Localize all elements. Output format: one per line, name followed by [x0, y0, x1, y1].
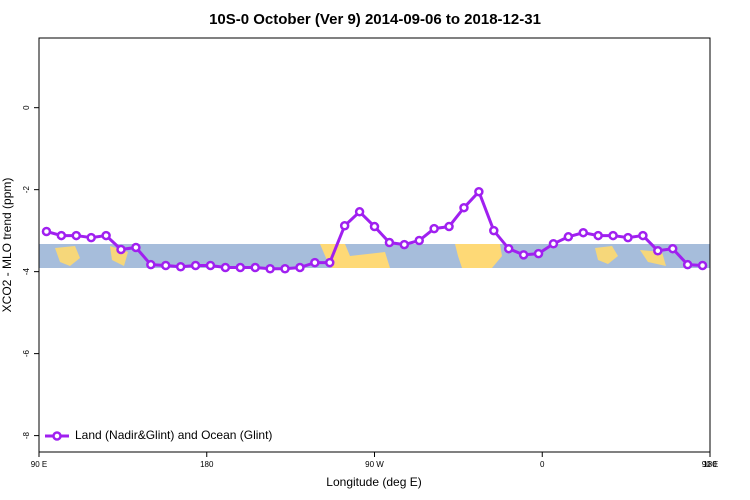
point [339, 220, 350, 231]
point [489, 225, 499, 236]
point [414, 235, 424, 246]
point [518, 250, 529, 260]
point [697, 260, 708, 271]
point [667, 243, 678, 254]
point [295, 262, 305, 273]
legend-label: Land (Nadir&Glint) and Ocean (Glint) [75, 428, 272, 442]
point [280, 264, 290, 274]
point [235, 262, 246, 273]
point [578, 227, 589, 238]
x-tick-label: 180 [703, 460, 717, 469]
point [146, 259, 156, 270]
point [682, 259, 693, 270]
point [41, 226, 52, 237]
point [220, 262, 231, 273]
point [444, 221, 454, 232]
point [86, 232, 96, 243]
point [71, 230, 82, 241]
point [160, 260, 171, 271]
point [101, 230, 111, 241]
point [399, 239, 410, 250]
point [623, 232, 633, 243]
point [429, 223, 439, 234]
point [533, 248, 544, 259]
point [608, 230, 618, 241]
point [131, 242, 141, 253]
x-tick-label: 0 [540, 460, 545, 469]
point [205, 260, 216, 271]
point [459, 202, 469, 213]
point [175, 261, 186, 272]
point [354, 207, 365, 217]
point [310, 257, 320, 268]
point [116, 244, 126, 255]
point [250, 262, 260, 273]
y-tick-label: -4 [22, 268, 31, 276]
y-tick-label: -8 [22, 432, 31, 440]
x-tick-label: 90 E [702, 460, 718, 469]
x-tick-label: 90 E [31, 460, 47, 469]
point [384, 237, 395, 248]
y-tick-label: -6 [22, 350, 31, 358]
point [56, 230, 67, 241]
y-tick-label: 0 [22, 105, 31, 110]
chart-title: 10S-0 October (Ver 9) 2014-09-06 to 2018… [209, 11, 541, 28]
point [638, 230, 648, 241]
x-tick-label: 180 [200, 460, 214, 469]
point [503, 243, 514, 254]
legend-marker [52, 431, 62, 441]
point [548, 239, 559, 249]
point [653, 245, 663, 256]
point [593, 230, 603, 241]
point [190, 260, 201, 271]
y-tick-label: -2 [22, 186, 31, 194]
x-tick-label: 90 W [365, 460, 384, 469]
point [369, 221, 380, 232]
x-axis-label: Longitude (deg E) [326, 475, 421, 489]
point [563, 232, 574, 242]
point [265, 264, 275, 274]
point [325, 257, 335, 268]
y-axis-label: XCO2 - MLO trend (ppm) [0, 178, 14, 313]
point [474, 186, 484, 197]
